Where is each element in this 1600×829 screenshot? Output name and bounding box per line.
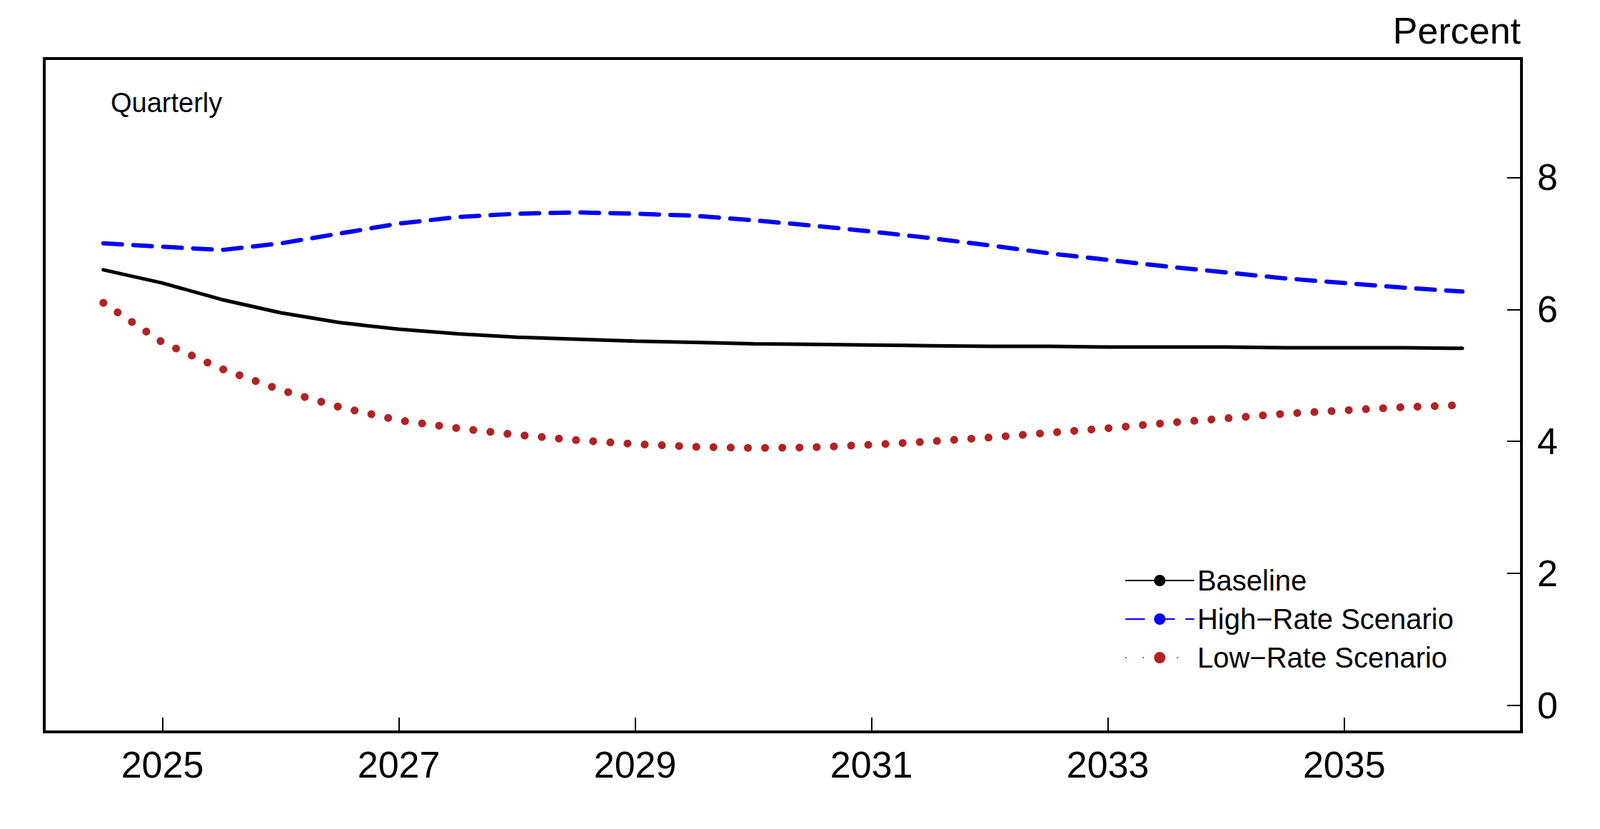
svg-text:2025: 2025 <box>121 743 205 786</box>
svg-text:Baseline: Baseline <box>1197 564 1307 597</box>
svg-text:2027: 2027 <box>357 743 441 786</box>
svg-text:2: 2 <box>1537 552 1558 595</box>
svg-text:2035: 2035 <box>1302 743 1386 786</box>
svg-text:High−Rate Scenario: High−Rate Scenario <box>1197 603 1454 635</box>
svg-text:2029: 2029 <box>594 743 677 786</box>
svg-text:2031: 2031 <box>830 743 914 786</box>
svg-text:4: 4 <box>1537 420 1558 462</box>
svg-text:2033: 2033 <box>1066 743 1150 786</box>
svg-text:6: 6 <box>1537 288 1558 330</box>
svg-text:0: 0 <box>1537 684 1558 727</box>
svg-text:8: 8 <box>1537 156 1558 198</box>
svg-text:Percent: Percent <box>1392 9 1522 52</box>
svg-text:Low−Rate Scenario: Low−Rate Scenario <box>1197 641 1448 674</box>
svg-text:Quarterly: Quarterly <box>110 87 223 118</box>
